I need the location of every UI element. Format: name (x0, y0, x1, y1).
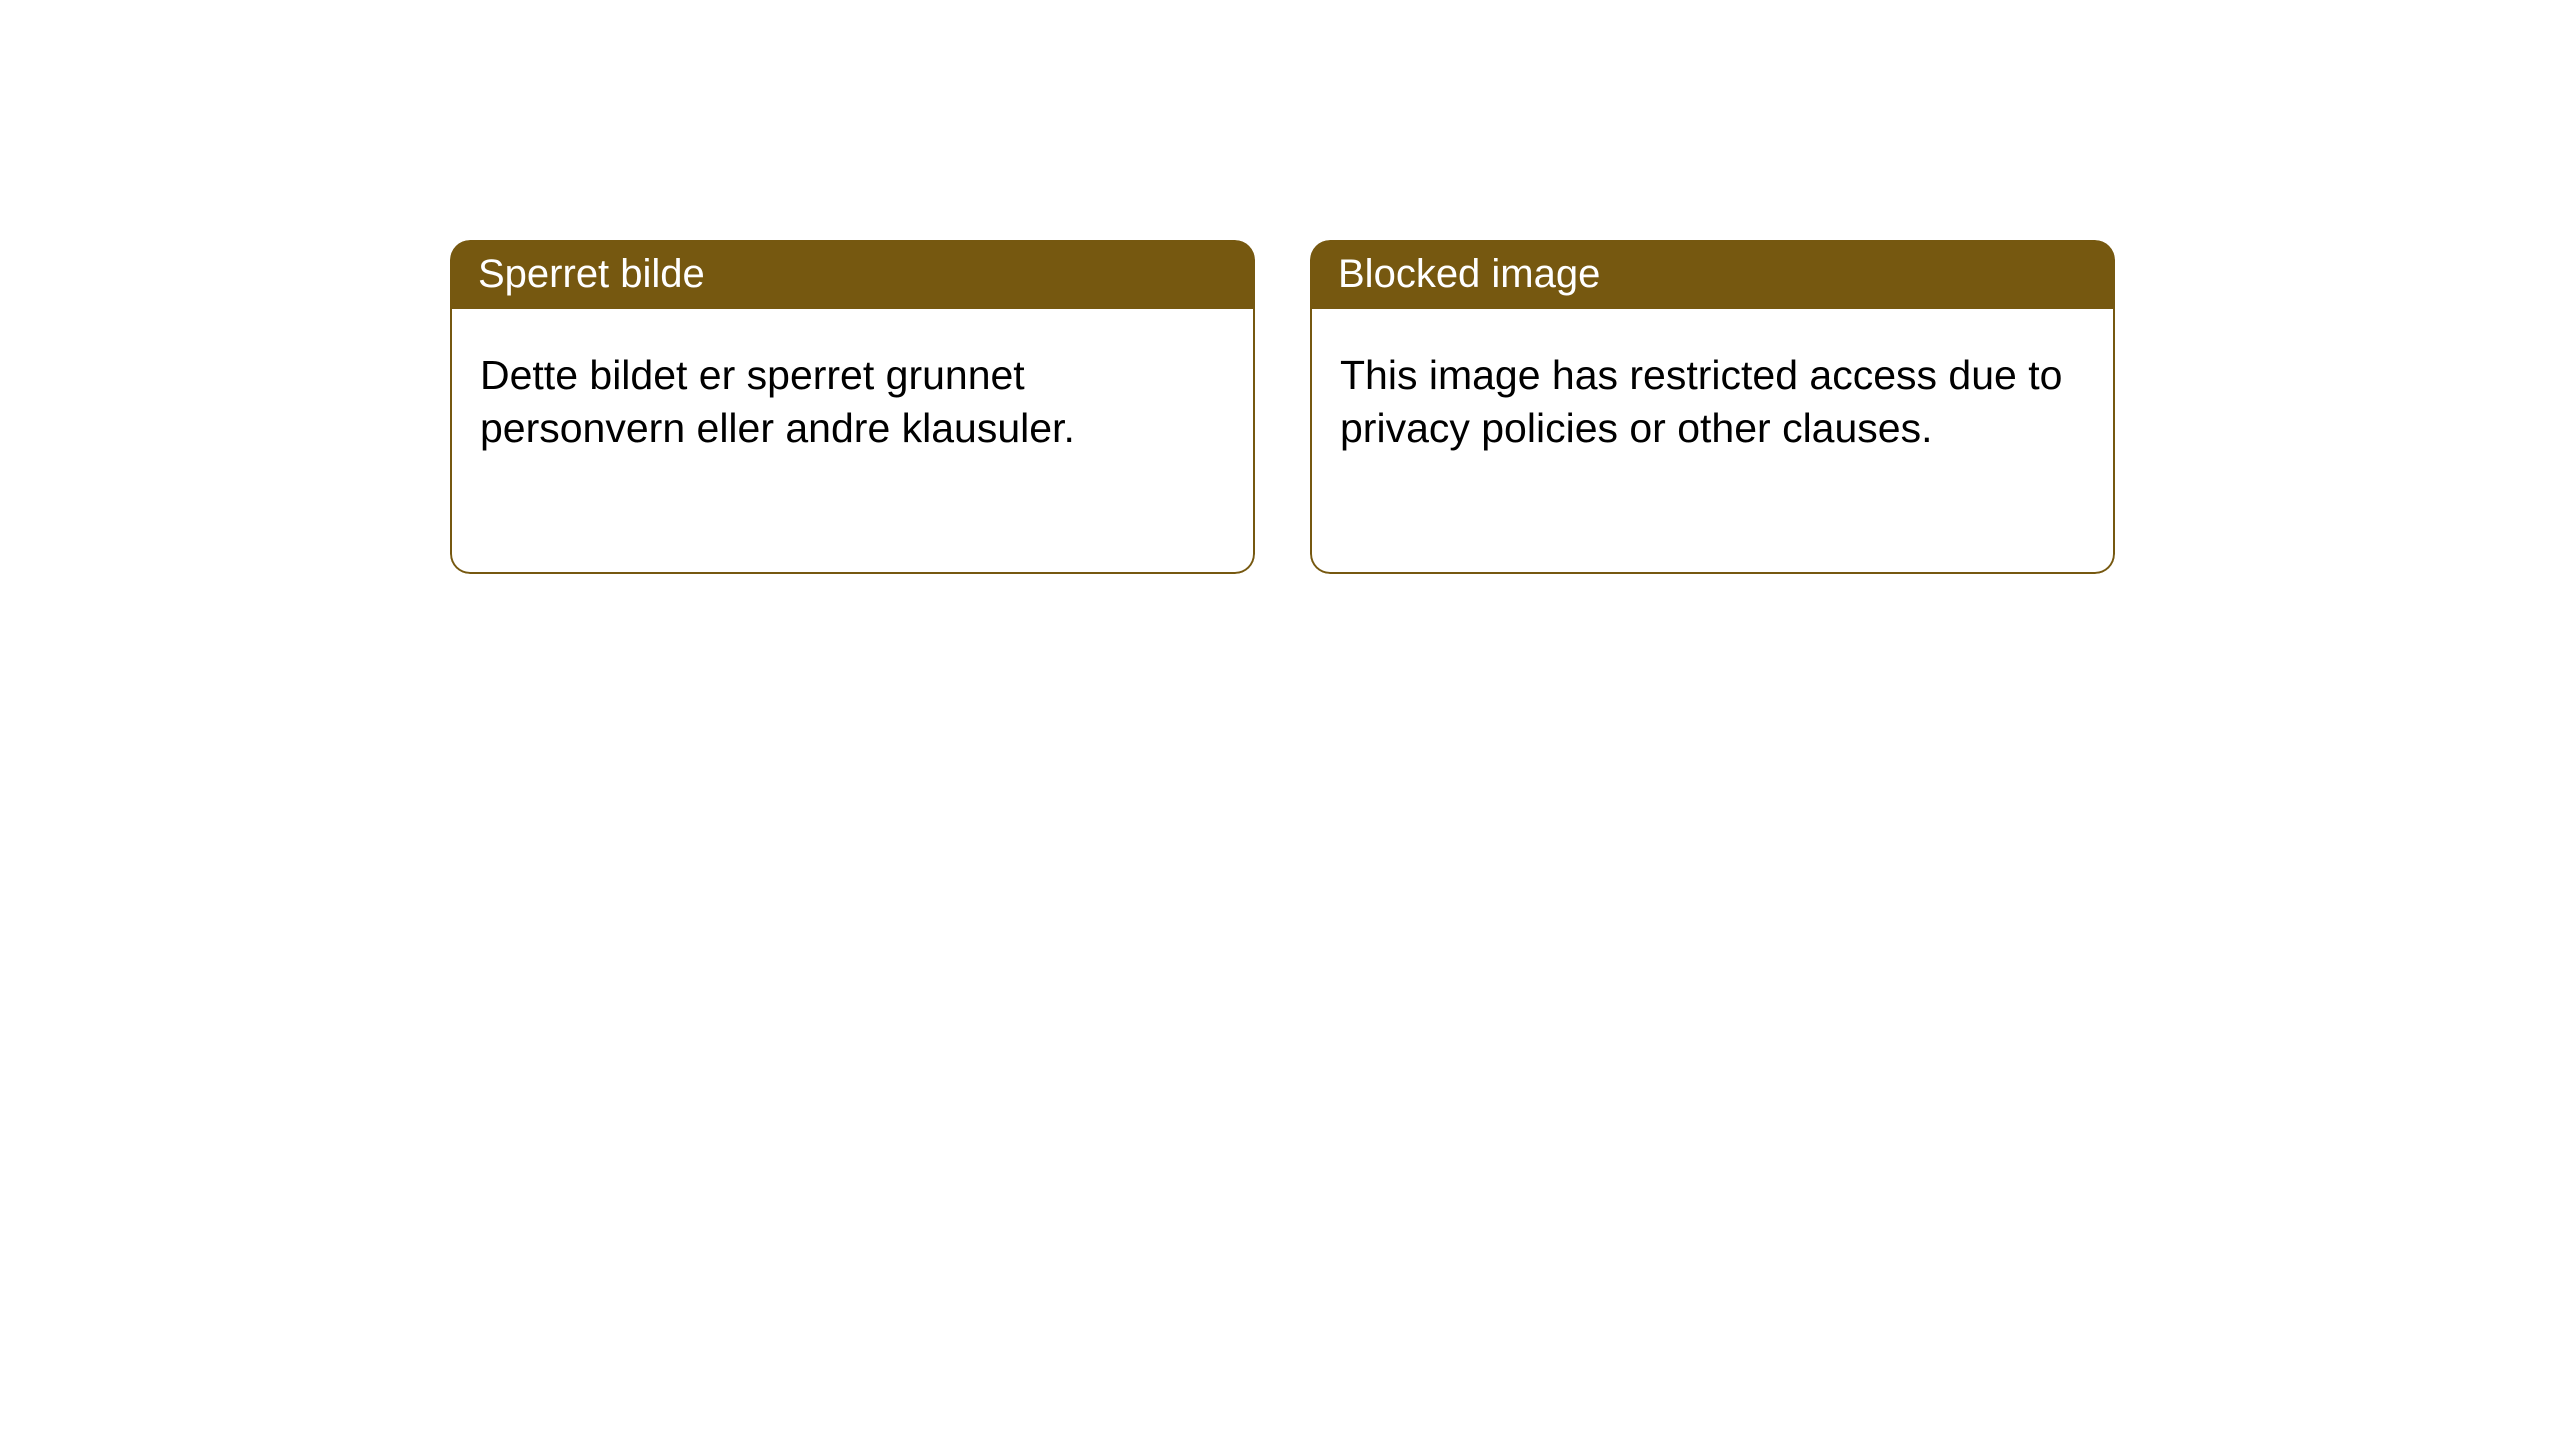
notice-card-english: Blocked image This image has restricted … (1310, 240, 2115, 574)
card-body-text: This image has restricted access due to … (1340, 349, 2085, 456)
card-body: This image has restricted access due to … (1310, 309, 2115, 574)
card-header: Blocked image (1310, 240, 2115, 309)
notice-cards-container: Sperret bilde Dette bildet er sperret gr… (0, 0, 2560, 574)
card-body-text: Dette bildet er sperret grunnet personve… (480, 349, 1225, 456)
card-header: Sperret bilde (450, 240, 1255, 309)
card-title: Sperret bilde (478, 252, 705, 296)
card-body: Dette bildet er sperret grunnet personve… (450, 309, 1255, 574)
card-title: Blocked image (1338, 252, 1600, 296)
notice-card-norwegian: Sperret bilde Dette bildet er sperret gr… (450, 240, 1255, 574)
